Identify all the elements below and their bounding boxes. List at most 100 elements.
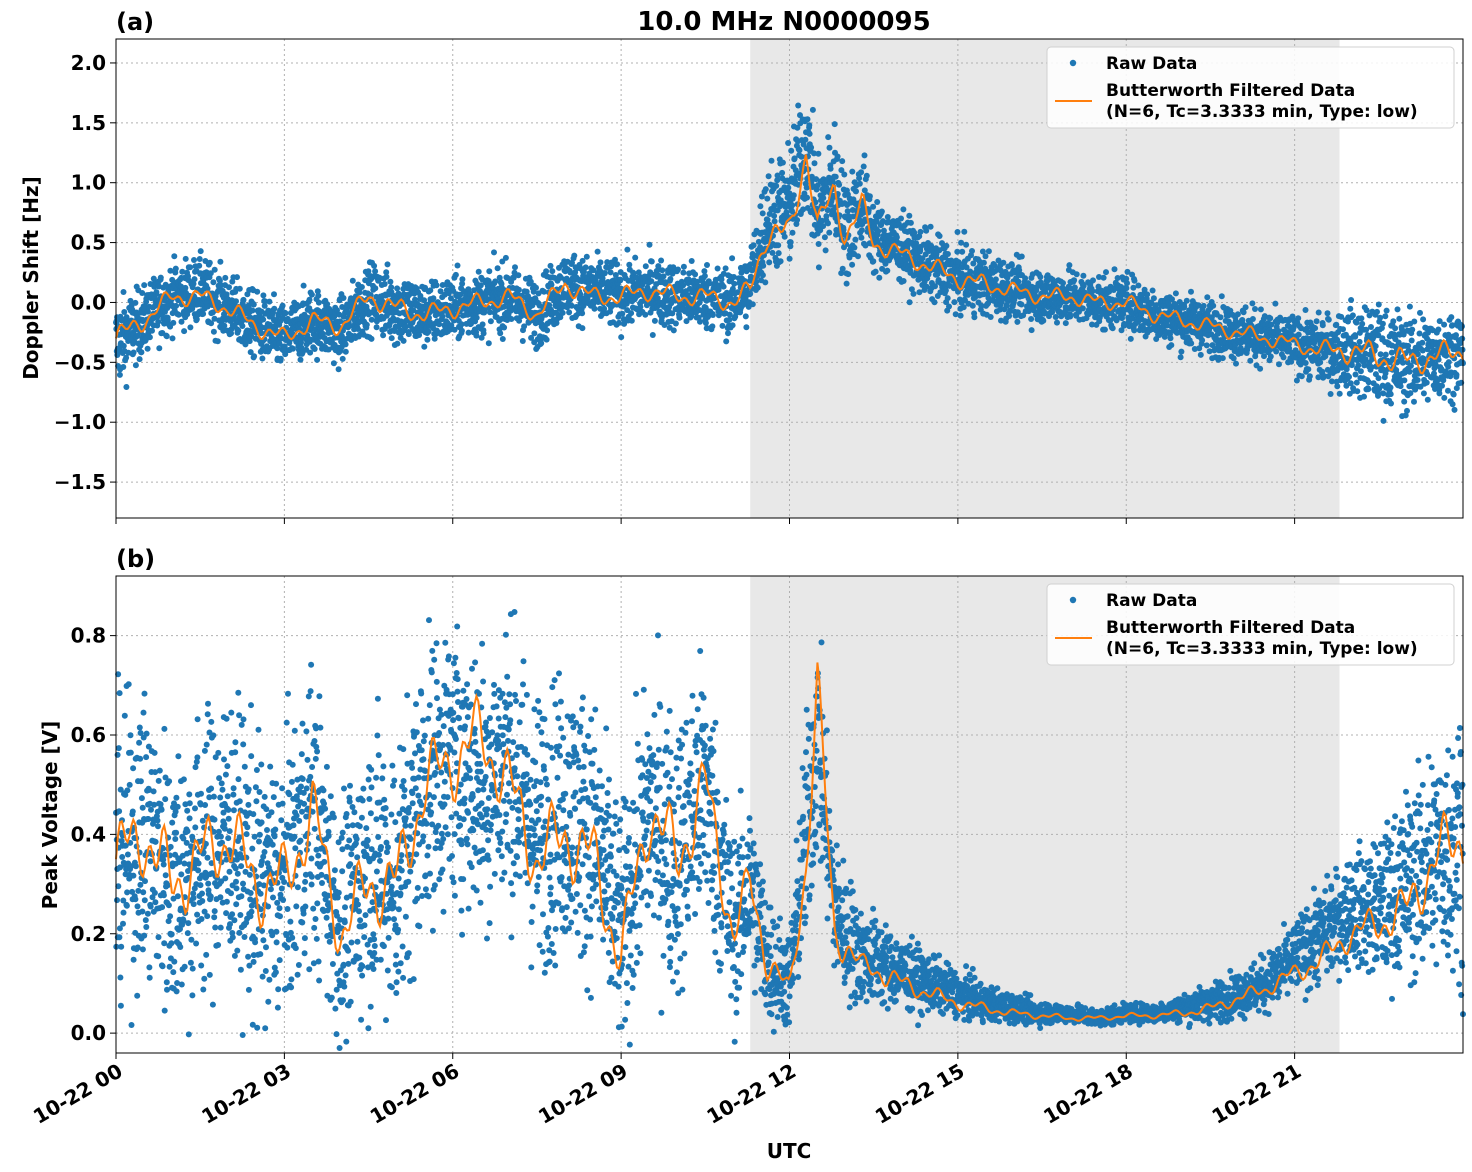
doppler-raw-point: [1008, 262, 1015, 269]
doppler-raw-point: [804, 194, 810, 201]
doppler-raw-point: [980, 259, 987, 266]
doppler-raw-point: [969, 248, 975, 254]
doppler-raw-point: [436, 321, 443, 328]
doppler-raw-point: [1000, 259, 1007, 266]
doppler-raw-point: [619, 310, 626, 317]
doppler-raw-point: [1336, 390, 1343, 397]
doppler-raw-point: [1379, 320, 1386, 327]
doppler-raw-point: [214, 338, 221, 345]
doppler-raw-point: [591, 305, 598, 312]
doppler-raw-point: [1377, 314, 1384, 321]
doppler-raw-point: [936, 233, 943, 239]
doppler-raw-point: [1150, 295, 1157, 302]
doppler-raw-point: [271, 305, 278, 312]
doppler-raw-point: [308, 291, 315, 298]
doppler-raw-point: [759, 210, 766, 217]
doppler-raw-point: [858, 169, 865, 176]
doppler-raw-point: [1380, 417, 1387, 424]
doppler-panel: 2.01.51.00.50.0−0.5−1.0−1.5 (a) Doppler …: [19, 8, 1466, 524]
doppler-raw-point: [1352, 371, 1359, 378]
doppler-raw-point: [477, 282, 484, 289]
doppler-raw-point: [549, 268, 556, 275]
doppler-raw-point: [1312, 325, 1319, 332]
doppler-raw-point: [368, 316, 375, 323]
doppler-raw-point: [226, 306, 233, 313]
doppler-raw-point: [424, 336, 431, 343]
doppler-raw-point: [617, 276, 624, 283]
doppler-raw-point: [173, 302, 180, 309]
doppler-raw-point: [834, 153, 841, 160]
doppler-raw-point: [465, 286, 472, 293]
doppler-raw-point: [136, 356, 143, 363]
doppler-raw-point: [1073, 271, 1080, 278]
doppler-raw-point: [171, 253, 178, 260]
doppler-raw-point: [1100, 274, 1107, 281]
doppler-raw-point: [473, 314, 480, 321]
doppler-raw-point: [548, 281, 555, 288]
doppler-raw-point: [372, 285, 379, 292]
doppler-raw-point: [260, 316, 267, 323]
doppler-raw-point: [175, 311, 182, 318]
doppler-raw-point: [667, 276, 674, 282]
doppler-raw-point: [367, 292, 374, 298]
doppler-raw-point: [388, 335, 395, 342]
doppler-raw-point: [207, 270, 214, 277]
doppler-raw-point: [917, 228, 924, 235]
doppler-raw-point: [479, 321, 486, 328]
doppler-raw-point: [836, 181, 843, 188]
doppler-raw-point: [430, 295, 437, 302]
doppler-raw-point: [762, 186, 769, 193]
doppler-raw-point: [987, 314, 994, 320]
doppler-raw-point: [946, 303, 952, 310]
doppler-raw-point: [1305, 366, 1312, 373]
doppler-raw-point: [775, 242, 782, 249]
doppler-raw-point: [701, 273, 708, 279]
doppler-raw-point: [120, 364, 127, 370]
doppler-raw-point: [1327, 391, 1334, 397]
doppler-raw-point: [282, 310, 289, 317]
doppler-raw-point: [827, 165, 834, 172]
doppler-raw-point: [688, 258, 695, 264]
doppler-raw-point: [384, 261, 391, 268]
doppler-raw-point: [1352, 333, 1359, 340]
doppler-raw-point: [1361, 393, 1367, 400]
doppler-raw-point: [559, 309, 566, 316]
doppler-raw-point: [1382, 313, 1389, 320]
doppler-raw-point: [826, 229, 833, 236]
doppler-raw-point: [1037, 274, 1044, 280]
doppler-raw-point: [277, 355, 284, 362]
doppler-raw-point: [771, 212, 778, 219]
doppler-raw-point: [649, 332, 656, 338]
doppler-raw-point: [628, 310, 635, 317]
doppler-raw-point: [670, 327, 677, 334]
doppler-raw-point: [372, 268, 379, 275]
doppler-raw-point: [754, 284, 761, 291]
doppler-raw-point: [249, 307, 256, 314]
doppler-raw-point: [1219, 355, 1226, 362]
doppler-raw-point: [726, 316, 733, 323]
doppler-raw-point: [544, 327, 551, 334]
doppler-raw-point: [680, 263, 687, 270]
doppler-raw-point: [1071, 277, 1078, 284]
doppler-raw-point: [373, 324, 380, 331]
doppler-raw-point: [1257, 365, 1264, 372]
doppler-raw-point: [311, 346, 318, 352]
doppler-raw-point: [1006, 313, 1013, 319]
doppler-raw-point: [1131, 277, 1138, 284]
doppler-raw-point: [1272, 300, 1279, 307]
doppler-raw-point: [910, 290, 917, 297]
doppler-raw-point: [266, 298, 273, 305]
doppler-raw-point: [538, 340, 545, 347]
doppler-raw-point: [191, 276, 198, 283]
doppler-raw-point: [944, 251, 951, 257]
doppler-raw-point: [187, 324, 194, 331]
doppler-raw-point: [340, 295, 347, 301]
doppler-raw-point: [500, 303, 507, 310]
doppler-raw-point: [315, 292, 322, 299]
doppler-raw-point: [811, 160, 818, 167]
doppler-raw-point: [157, 274, 164, 281]
doppler-raw-point: [907, 219, 914, 226]
doppler-raw-point: [872, 268, 879, 275]
doppler-raw-point: [473, 332, 480, 339]
doppler-raw-point: [1257, 306, 1264, 313]
